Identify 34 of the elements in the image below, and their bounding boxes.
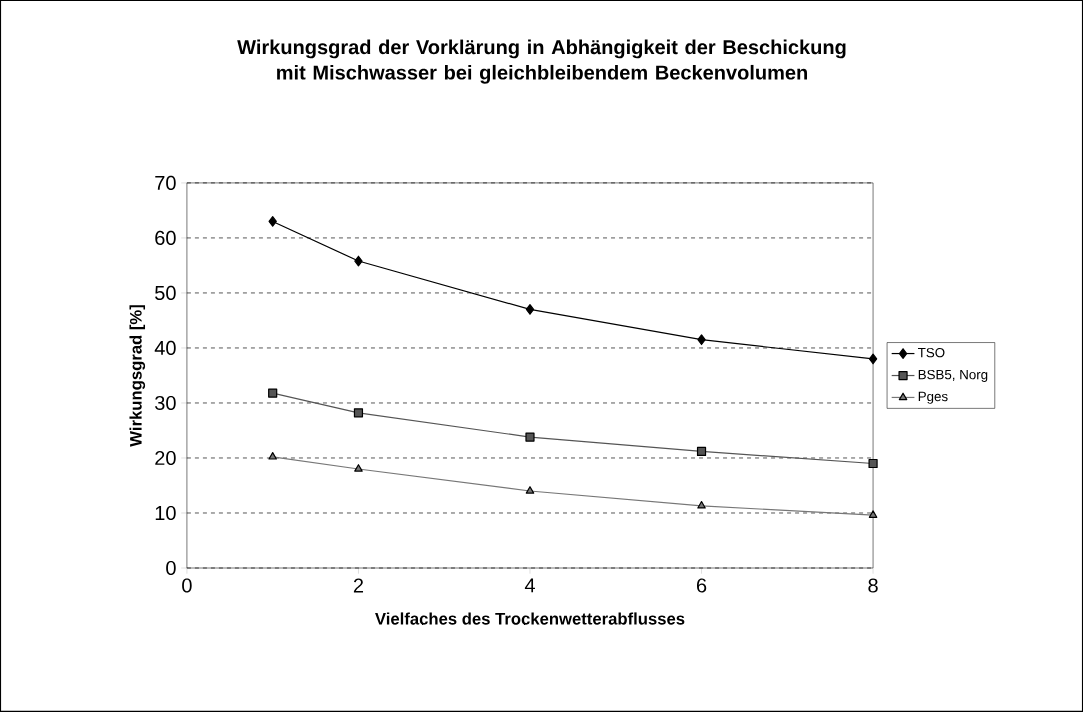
- point: [354, 464, 363, 472]
- x-tick-label: 6: [697, 578, 707, 593]
- y-tick-label: 0: [166, 560, 176, 576]
- x-tick-label: 4: [524, 578, 535, 593]
- legend-label: Pges: [918, 391, 948, 404]
- y-tick-label: 40: [154, 340, 176, 356]
- legend-label: TSO: [917, 347, 945, 358]
- x-axis-title: Vielfaches des Trockenwetterabflusses: [375, 612, 685, 625]
- y-tick-label: 60: [155, 230, 176, 246]
- x-tick-label: 2: [353, 578, 364, 593]
- point: [268, 388, 278, 398]
- x-tick-label: 0: [182, 578, 192, 593]
- point: [868, 458, 878, 469]
- y-tick-label: 20: [155, 450, 176, 466]
- point: [697, 501, 706, 509]
- y-tick-label: 10: [155, 505, 176, 521]
- point: [696, 446, 707, 457]
- x-tick-label: 8: [868, 578, 878, 593]
- y-tick-label: 30: [155, 395, 176, 411]
- point: [354, 255, 363, 267]
- point: [525, 432, 535, 442]
- point: [868, 353, 878, 365]
- point: [268, 216, 277, 227]
- chart-title: Wirkungsgrad der Vorklärung in Abhängigkeit der Beschickung mit Mischwasser bei gleichbleibendem Beckenvolumen: [237, 39, 846, 84]
- legend-label: BSB5, Norg: [918, 369, 988, 382]
- point: [697, 334, 706, 346]
- point: [268, 452, 277, 460]
- point: [525, 304, 535, 315]
- point: [525, 486, 535, 494]
- point: [353, 408, 364, 418]
- y-axis-title: Wirkungsgrad [%]: [129, 305, 146, 447]
- y-tick-label: 50: [155, 285, 176, 301]
- y-tick-label: 70: [155, 175, 176, 191]
- point: [868, 510, 878, 518]
